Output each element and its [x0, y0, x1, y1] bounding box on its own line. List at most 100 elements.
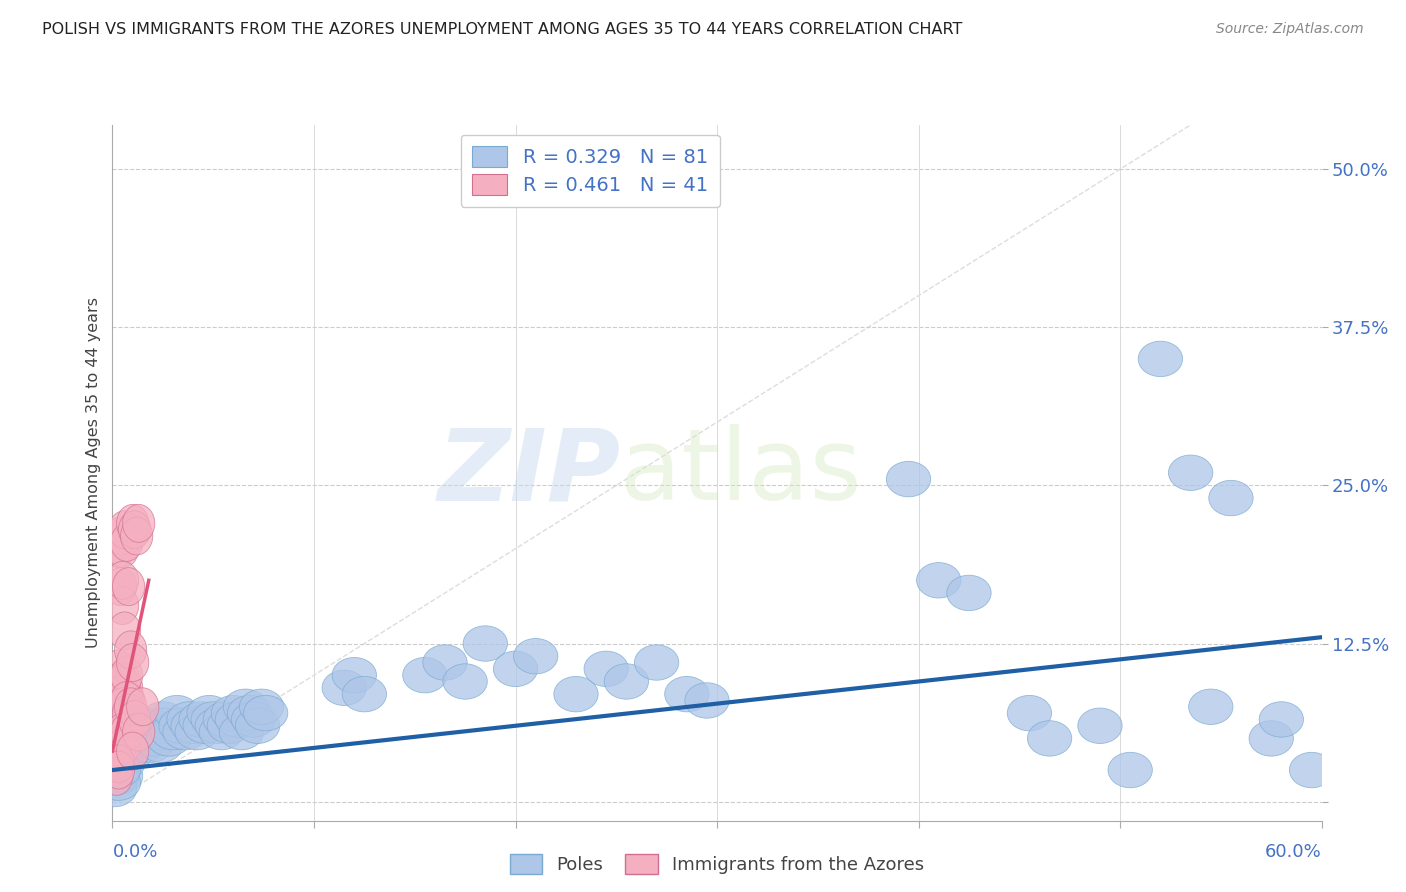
Ellipse shape [946, 575, 991, 611]
Ellipse shape [100, 732, 132, 770]
Ellipse shape [97, 727, 141, 763]
Ellipse shape [167, 702, 211, 737]
Ellipse shape [128, 727, 173, 763]
Ellipse shape [94, 759, 139, 794]
Ellipse shape [605, 664, 648, 699]
Text: ZIP: ZIP [437, 425, 620, 521]
Ellipse shape [322, 670, 367, 706]
Ellipse shape [125, 708, 169, 743]
Ellipse shape [131, 714, 174, 750]
Ellipse shape [94, 752, 139, 788]
Ellipse shape [1260, 702, 1303, 737]
Ellipse shape [1168, 455, 1213, 491]
Ellipse shape [1188, 690, 1233, 724]
Ellipse shape [1249, 721, 1294, 756]
Ellipse shape [104, 567, 136, 606]
Ellipse shape [172, 708, 215, 743]
Ellipse shape [219, 714, 264, 750]
Ellipse shape [224, 690, 267, 724]
Ellipse shape [150, 714, 195, 750]
Ellipse shape [443, 664, 488, 699]
Ellipse shape [104, 733, 149, 769]
Ellipse shape [117, 732, 149, 770]
Ellipse shape [112, 721, 157, 756]
Ellipse shape [118, 700, 150, 739]
Ellipse shape [1289, 752, 1334, 788]
Ellipse shape [463, 626, 508, 661]
Ellipse shape [103, 530, 135, 567]
Ellipse shape [332, 657, 377, 693]
Ellipse shape [634, 645, 679, 681]
Ellipse shape [108, 663, 141, 700]
Ellipse shape [107, 530, 139, 567]
Text: 0.0%: 0.0% [112, 844, 157, 862]
Ellipse shape [111, 669, 143, 706]
Ellipse shape [191, 702, 235, 737]
Ellipse shape [132, 721, 177, 756]
Ellipse shape [200, 714, 243, 750]
Ellipse shape [1139, 342, 1182, 376]
Ellipse shape [98, 759, 143, 794]
Y-axis label: Unemployment Among Ages 35 to 44 years: Unemployment Among Ages 35 to 44 years [86, 297, 101, 648]
Ellipse shape [163, 714, 207, 750]
Ellipse shape [122, 714, 167, 750]
Ellipse shape [494, 651, 537, 687]
Ellipse shape [117, 504, 149, 542]
Ellipse shape [93, 772, 136, 806]
Ellipse shape [107, 714, 150, 750]
Text: Source: ZipAtlas.com: Source: ZipAtlas.com [1216, 22, 1364, 37]
Ellipse shape [122, 713, 155, 751]
Text: POLISH VS IMMIGRANTS FROM THE AZORES UNEMPLOYMENT AMONG AGES 35 TO 44 YEARS CORR: POLISH VS IMMIGRANTS FROM THE AZORES UNE… [42, 22, 963, 37]
Ellipse shape [103, 650, 135, 688]
Ellipse shape [183, 708, 228, 743]
Ellipse shape [1078, 708, 1122, 743]
Legend: Poles, Immigrants from the Azores: Poles, Immigrants from the Azores [502, 847, 932, 881]
Ellipse shape [98, 702, 143, 737]
Ellipse shape [127, 688, 159, 726]
Ellipse shape [111, 733, 155, 769]
Ellipse shape [127, 721, 172, 756]
Ellipse shape [136, 714, 181, 750]
Ellipse shape [97, 739, 141, 775]
Ellipse shape [886, 461, 931, 497]
Ellipse shape [112, 567, 145, 606]
Ellipse shape [118, 511, 150, 549]
Ellipse shape [174, 714, 219, 750]
Ellipse shape [155, 696, 200, 731]
Ellipse shape [179, 702, 224, 737]
Ellipse shape [98, 721, 143, 756]
Ellipse shape [117, 714, 160, 750]
Ellipse shape [215, 702, 260, 737]
Ellipse shape [139, 727, 183, 763]
Ellipse shape [143, 708, 187, 743]
Ellipse shape [685, 682, 730, 718]
Ellipse shape [97, 752, 141, 788]
Ellipse shape [121, 727, 165, 763]
Ellipse shape [195, 708, 239, 743]
Ellipse shape [187, 696, 232, 731]
Ellipse shape [146, 721, 191, 756]
Ellipse shape [108, 700, 141, 739]
Ellipse shape [104, 517, 136, 555]
Text: atlas: atlas [620, 425, 862, 521]
Ellipse shape [1028, 721, 1071, 756]
Ellipse shape [103, 721, 146, 756]
Ellipse shape [100, 746, 145, 781]
Ellipse shape [141, 702, 186, 737]
Ellipse shape [207, 708, 252, 743]
Ellipse shape [114, 631, 146, 669]
Ellipse shape [232, 702, 276, 737]
Ellipse shape [117, 643, 149, 681]
Ellipse shape [107, 675, 139, 713]
Ellipse shape [202, 702, 247, 737]
Ellipse shape [112, 681, 145, 720]
Ellipse shape [103, 720, 135, 757]
Ellipse shape [100, 733, 145, 769]
Ellipse shape [1108, 752, 1153, 788]
Ellipse shape [111, 657, 143, 694]
Ellipse shape [135, 708, 179, 743]
Ellipse shape [917, 563, 960, 598]
Ellipse shape [122, 504, 155, 542]
Ellipse shape [104, 663, 136, 700]
Ellipse shape [104, 726, 136, 764]
